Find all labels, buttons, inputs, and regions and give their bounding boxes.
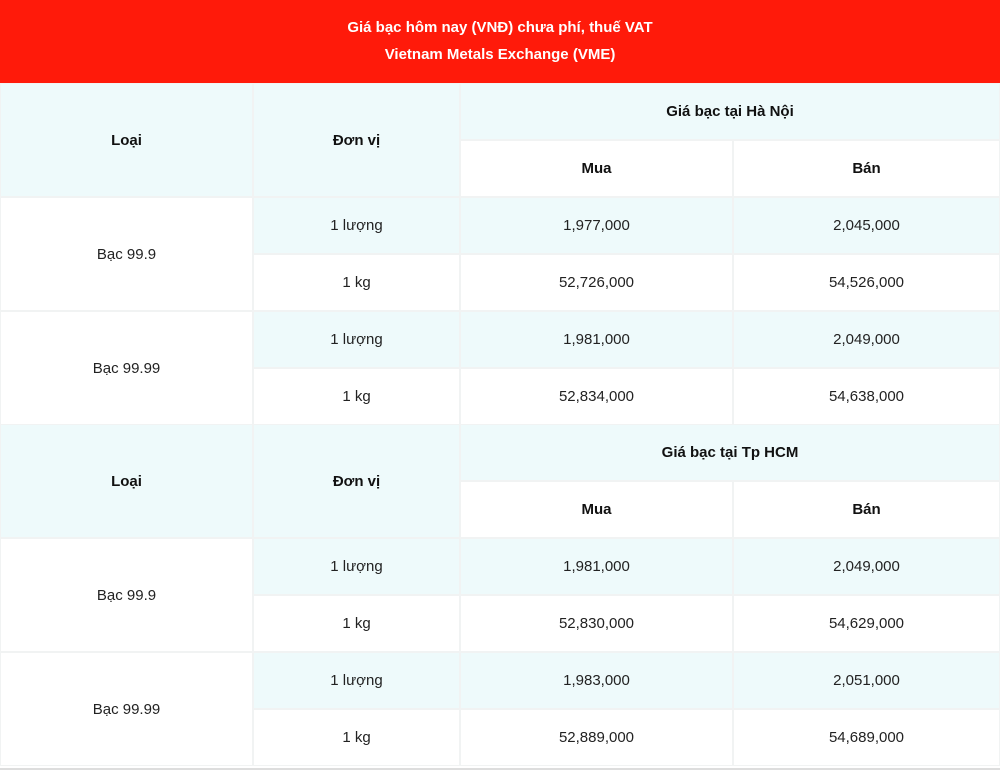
buy-price: 1,981,000 [460,311,733,368]
subtitle: Vietnam Metals Exchange (VME) [384,46,616,63]
sell-price: 54,638,000 [733,368,1000,425]
silver-type: Bạc 99.9 [0,538,253,652]
column-header: Loại [0,424,253,538]
buy-price: 52,834,000 [460,368,733,425]
sell-price: 2,051,000 [733,652,1000,709]
unit: 1 kg [253,595,460,652]
region-header: Giá bạc tại Hà Nội [460,83,1000,140]
buy-price: 1,981,000 [460,538,733,595]
column-header: Loại [0,83,253,197]
column-header: Bán [733,481,1000,538]
column-header: Bán [733,140,1000,197]
header-bar: Giá bạc hôm nay (VNĐ) chưa phí, thuế VAT… [0,0,1000,83]
region-header: Giá bạc tại Tp HCM [460,424,1000,481]
silver-type: Bạc 99.9 [0,197,253,311]
unit: 1 lượng [253,538,460,595]
unit: 1 kg [253,254,460,311]
sell-price: 2,045,000 [733,197,1000,254]
column-header: Đơn vị [253,424,460,538]
column-header: Đơn vị [253,83,460,197]
silver-type: Bạc 99.99 [0,311,253,425]
buy-price: 52,726,000 [460,254,733,311]
sell-price: 2,049,000 [733,311,1000,368]
column-header: Mua [460,140,733,197]
title: Giá bạc hôm nay (VNĐ) chưa phí, thuế VAT [347,19,653,36]
bottom-border [0,768,1000,770]
unit: 1 kg [253,368,460,425]
column-header: Mua [460,481,733,538]
buy-price: 52,830,000 [460,595,733,652]
unit: 1 kg [253,709,460,766]
buy-price: 52,889,000 [460,709,733,766]
unit: 1 lượng [253,311,460,368]
unit: 1 lượng [253,652,460,709]
silver-type: Bạc 99.99 [0,652,253,766]
buy-price: 1,977,000 [460,197,733,254]
sell-price: 54,629,000 [733,595,1000,652]
sell-price: 54,689,000 [733,709,1000,766]
buy-price: 1,983,000 [460,652,733,709]
sell-price: 2,049,000 [733,538,1000,595]
sell-price: 54,526,000 [733,254,1000,311]
unit: 1 lượng [253,197,460,254]
